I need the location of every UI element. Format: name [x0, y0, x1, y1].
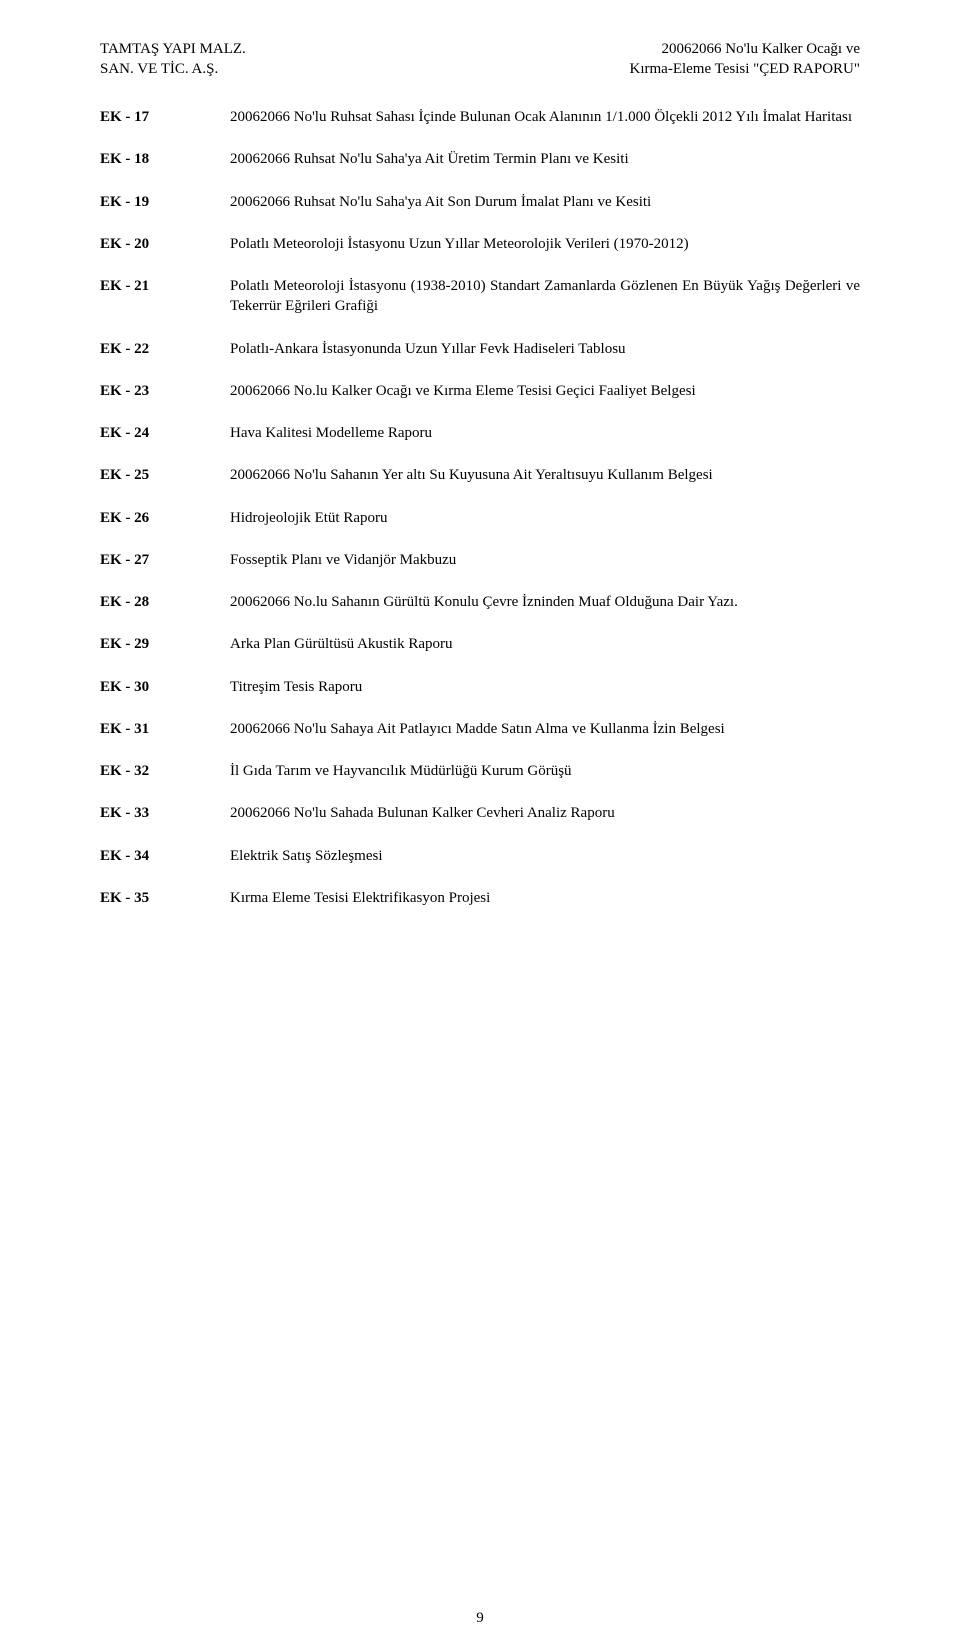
- page-header: TAMTAŞ YAPI MALZ. SAN. VE TİC. A.Ş. 2006…: [100, 40, 860, 79]
- attachment-row: EK - 22Polatlı-Ankara İstasyonunda Uzun …: [100, 339, 860, 359]
- attachment-row: EK - 2820062066 No.lu Sahanın Gürültü Ko…: [100, 592, 860, 612]
- attachment-row: EK - 3320062066 No'lu Sahada Bulunan Kal…: [100, 803, 860, 823]
- attachment-row: EK - 3120062066 No'lu Sahaya Ait Patlayı…: [100, 719, 860, 739]
- attachment-value: Polatlı Meteoroloji İstasyonu Uzun Yılla…: [230, 234, 860, 254]
- attachment-key: EK - 27: [100, 550, 230, 570]
- attachment-value: 20062066 No'lu Ruhsat Sahası İçinde Bulu…: [230, 107, 860, 127]
- attachment-row: EK - 21Polatlı Meteoroloji İstasyonu (19…: [100, 276, 860, 317]
- attachment-value: 20062066 No'lu Sahanın Yer altı Su Kuyus…: [230, 465, 860, 485]
- attachment-value: Kırma Eleme Tesisi Elektrifikasyon Proje…: [230, 888, 860, 908]
- attachment-row: EK - 29Arka Plan Gürültüsü Akustik Rapor…: [100, 634, 860, 654]
- attachment-row: EK - 1720062066 No'lu Ruhsat Sahası İçin…: [100, 107, 860, 127]
- attachment-row: EK - 24Hava Kalitesi Modelleme Raporu: [100, 423, 860, 443]
- attachment-value: Polatlı-Ankara İstasyonunda Uzun Yıllar …: [230, 339, 860, 359]
- attachment-key: EK - 34: [100, 846, 230, 866]
- attachment-row: EK - 1920062066 Ruhsat No'lu Saha'ya Ait…: [100, 192, 860, 212]
- attachment-row: EK - 26Hidrojeolojik Etüt Raporu: [100, 508, 860, 528]
- attachment-key: EK - 20: [100, 234, 230, 254]
- header-right-line1: 20062066 No'lu Kalker Ocağı ve: [630, 40, 861, 60]
- attachment-row: EK - 2520062066 No'lu Sahanın Yer altı S…: [100, 465, 860, 485]
- attachment-value: Hava Kalitesi Modelleme Raporu: [230, 423, 860, 443]
- header-right-line2: Kırma-Eleme Tesisi "ÇED RAPORU": [630, 60, 861, 80]
- attachment-value: İl Gıda Tarım ve Hayvancılık Müdürlüğü K…: [230, 761, 860, 781]
- attachment-row: EK - 2320062066 No.lu Kalker Ocağı ve Kı…: [100, 381, 860, 401]
- attachment-value: Fosseptik Planı ve Vidanjör Makbuzu: [230, 550, 860, 570]
- attachment-key: EK - 19: [100, 192, 230, 212]
- attachment-value: Titreşim Tesis Raporu: [230, 677, 860, 697]
- attachment-value: 20062066 Ruhsat No'lu Saha'ya Ait Üretim…: [230, 149, 860, 169]
- attachment-row: EK - 1820062066 Ruhsat No'lu Saha'ya Ait…: [100, 149, 860, 169]
- attachment-list: EK - 1720062066 No'lu Ruhsat Sahası İçin…: [100, 107, 860, 908]
- attachment-row: EK - 34Elektrik Satış Sözleşmesi: [100, 846, 860, 866]
- attachment-key: EK - 26: [100, 508, 230, 528]
- attachment-row: EK - 32İl Gıda Tarım ve Hayvancılık Müdü…: [100, 761, 860, 781]
- attachment-key: EK - 17: [100, 107, 230, 127]
- header-left-line1: TAMTAŞ YAPI MALZ.: [100, 40, 246, 60]
- attachment-key: EK - 31: [100, 719, 230, 739]
- attachment-row: EK - 30Titreşim Tesis Raporu: [100, 677, 860, 697]
- attachment-value: Hidrojeolojik Etüt Raporu: [230, 508, 860, 528]
- attachment-key: EK - 35: [100, 888, 230, 908]
- attachment-key: EK - 23: [100, 381, 230, 401]
- header-left: TAMTAŞ YAPI MALZ. SAN. VE TİC. A.Ş.: [100, 40, 246, 79]
- attachment-value: 20062066 No.lu Sahanın Gürültü Konulu Çe…: [230, 592, 860, 612]
- attachment-key: EK - 32: [100, 761, 230, 781]
- header-left-line2: SAN. VE TİC. A.Ş.: [100, 60, 246, 80]
- header-right: 20062066 No'lu Kalker Ocağı ve Kırma-Ele…: [630, 40, 861, 79]
- attachment-key: EK - 18: [100, 149, 230, 169]
- attachment-row: EK - 20Polatlı Meteoroloji İstasyonu Uzu…: [100, 234, 860, 254]
- attachment-key: EK - 24: [100, 423, 230, 443]
- attachment-key: EK - 29: [100, 634, 230, 654]
- attachment-value: 20062066 No'lu Sahada Bulunan Kalker Cev…: [230, 803, 860, 823]
- attachment-value: 20062066 No'lu Sahaya Ait Patlayıcı Madd…: [230, 719, 860, 739]
- attachment-row: EK - 35Kırma Eleme Tesisi Elektrifikasyo…: [100, 888, 860, 908]
- attachment-key: EK - 28: [100, 592, 230, 612]
- attachment-key: EK - 21: [100, 276, 230, 296]
- attachment-value: 20062066 Ruhsat No'lu Saha'ya Ait Son Du…: [230, 192, 860, 212]
- attachment-key: EK - 25: [100, 465, 230, 485]
- attachment-value: Arka Plan Gürültüsü Akustik Raporu: [230, 634, 860, 654]
- attachment-key: EK - 30: [100, 677, 230, 697]
- page-number: 9: [476, 1610, 484, 1627]
- attachment-key: EK - 22: [100, 339, 230, 359]
- attachment-value: 20062066 No.lu Kalker Ocağı ve Kırma Ele…: [230, 381, 860, 401]
- attachment-value: Polatlı Meteoroloji İstasyonu (1938-2010…: [230, 276, 860, 317]
- attachment-key: EK - 33: [100, 803, 230, 823]
- attachment-value: Elektrik Satış Sözleşmesi: [230, 846, 860, 866]
- attachment-row: EK - 27Fosseptik Planı ve Vidanjör Makbu…: [100, 550, 860, 570]
